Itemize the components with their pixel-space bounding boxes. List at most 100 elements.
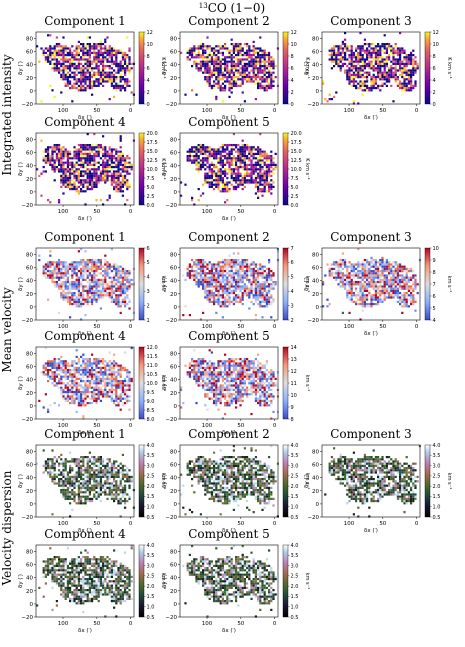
colorbar-tick-label: 0 bbox=[291, 102, 294, 108]
y-tick-label: 40 bbox=[26, 476, 33, 482]
colorbar-tick-label: 1.5 bbox=[147, 494, 155, 500]
x-tick-label: 0 bbox=[129, 209, 133, 215]
colorbar-tick-label: 12.5 bbox=[291, 158, 302, 164]
y-axis-label: δy (′) bbox=[18, 61, 24, 75]
colorbar-tick-label: 3.5 bbox=[433, 453, 441, 459]
y-tick-label: 40 bbox=[26, 63, 33, 69]
axes-frame bbox=[36, 248, 134, 320]
y-tick-label: −20 bbox=[21, 615, 33, 621]
x-axis-label: δx (′) bbox=[222, 216, 236, 222]
x-tick-label: 0 bbox=[129, 521, 133, 527]
panel-title: Component 4 bbox=[44, 527, 126, 541]
x-axis-label: δx (′) bbox=[364, 528, 378, 534]
y-tick-label: 60 bbox=[26, 151, 33, 157]
x-axis-label: δx (′) bbox=[222, 628, 236, 634]
y-axis-label: δy (′) bbox=[18, 277, 24, 291]
colorbar bbox=[283, 133, 288, 205]
x-axis-label: δx (′) bbox=[78, 628, 92, 634]
x-tick-label: 50 bbox=[237, 621, 244, 627]
colorbar-tick-label: 5 bbox=[433, 306, 436, 312]
map-image bbox=[180, 445, 279, 518]
colorbar-tick-label: 0.5 bbox=[433, 515, 441, 521]
colorbar-tick-label: 2.5 bbox=[147, 574, 155, 580]
y-tick-label: 80 bbox=[26, 253, 33, 259]
colorbar-tick-label: 10 bbox=[291, 393, 297, 399]
colorbar-tick-label: 4 bbox=[291, 78, 294, 84]
y-tick-label: 80 bbox=[312, 253, 319, 259]
svg-text:13CO (1−0): 13CO (1−0) bbox=[199, 1, 265, 15]
colorbar-tick-label: 9.0 bbox=[147, 399, 155, 405]
colorbar-tick-label: 3 bbox=[147, 289, 150, 295]
x-tick-label: 50 bbox=[93, 108, 100, 114]
y-tick-label: 80 bbox=[312, 450, 319, 456]
colorbar bbox=[139, 445, 144, 517]
colorbar-tick-label: 20.0 bbox=[291, 131, 302, 137]
colorbar-tick-label: 8 bbox=[291, 54, 294, 60]
y-axis-label: δy (′) bbox=[162, 376, 168, 390]
colorbar bbox=[283, 347, 288, 419]
x-tick-label: 100 bbox=[58, 621, 69, 627]
x-tick-label: 100 bbox=[202, 108, 213, 114]
panel-title: Component 3 bbox=[330, 230, 412, 244]
colorbar-tick-label: 12 bbox=[433, 30, 439, 36]
colorbar-tick-label: 3.5 bbox=[147, 453, 155, 459]
colorbar-tick-label: 1.5 bbox=[291, 594, 299, 600]
y-tick-label: −20 bbox=[21, 417, 33, 423]
y-tick-label: 40 bbox=[170, 63, 177, 69]
y-tick-label: 40 bbox=[312, 476, 319, 482]
x-tick-label: 0 bbox=[273, 521, 277, 527]
colorbar bbox=[283, 248, 288, 320]
x-axis-label: δx (′) bbox=[364, 331, 378, 337]
y-tick-label: 60 bbox=[26, 563, 33, 569]
x-tick-label: 50 bbox=[379, 324, 386, 330]
y-tick-label: 40 bbox=[312, 279, 319, 285]
panel-title: Component 5 bbox=[188, 329, 270, 343]
colorbar-tick-label: 8 bbox=[433, 270, 436, 276]
colorbar-tick-label: 5.0 bbox=[291, 185, 299, 191]
map-image bbox=[36, 133, 135, 206]
colorbar bbox=[139, 248, 144, 320]
y-tick-label: 80 bbox=[170, 253, 177, 259]
x-tick-label: 100 bbox=[344, 108, 355, 114]
colorbar bbox=[425, 445, 430, 517]
colorbar-tick-label: 3.5 bbox=[147, 553, 155, 559]
y-tick-label: 60 bbox=[170, 563, 177, 569]
y-axis-label: δy (′) bbox=[18, 376, 24, 390]
panel-title: Component 3 bbox=[330, 14, 412, 28]
colorbar-tick-label: 12.0 bbox=[147, 345, 158, 351]
y-tick-label: 60 bbox=[170, 151, 177, 157]
y-tick-label: 80 bbox=[170, 138, 177, 144]
y-tick-label: 40 bbox=[170, 476, 177, 482]
y-tick-label: −20 bbox=[21, 515, 33, 521]
x-tick-label: 0 bbox=[273, 324, 277, 330]
y-tick-label: 40 bbox=[170, 279, 177, 285]
map-image bbox=[180, 133, 277, 206]
map-image bbox=[322, 248, 421, 321]
x-tick-label: 0 bbox=[129, 423, 133, 429]
map-image bbox=[38, 347, 133, 420]
y-tick-label: 80 bbox=[26, 352, 33, 358]
y-tick-label: 20 bbox=[26, 489, 33, 495]
y-tick-label: 80 bbox=[170, 352, 177, 358]
y-axis-label: δy (′) bbox=[162, 61, 168, 75]
colorbar-tick-label: 10 bbox=[433, 246, 439, 252]
colorbar-tick-label: 3.0 bbox=[291, 563, 299, 569]
colorbar-tick-label: 9 bbox=[433, 258, 436, 264]
colorbar-tick-label: 12 bbox=[291, 30, 297, 36]
title-text: CO (1−0) bbox=[208, 1, 266, 15]
colorbar-tick-label: 10.0 bbox=[147, 167, 158, 173]
colorbar-tick-label: 5.0 bbox=[147, 185, 155, 191]
map-image bbox=[36, 449, 135, 517]
row-label-3: Velocity dispersion bbox=[0, 470, 14, 586]
colorbar-label: K km s⁻¹ bbox=[304, 158, 310, 179]
colorbar-tick-label: 10 bbox=[147, 42, 153, 48]
colorbar-tick-label: 6 bbox=[147, 66, 150, 72]
colorbar-tick-label: 13 bbox=[291, 357, 297, 363]
y-axis-label: δy (′) bbox=[18, 162, 24, 176]
y-tick-label: 20 bbox=[170, 489, 177, 495]
y-tick-label: −20 bbox=[307, 318, 319, 324]
